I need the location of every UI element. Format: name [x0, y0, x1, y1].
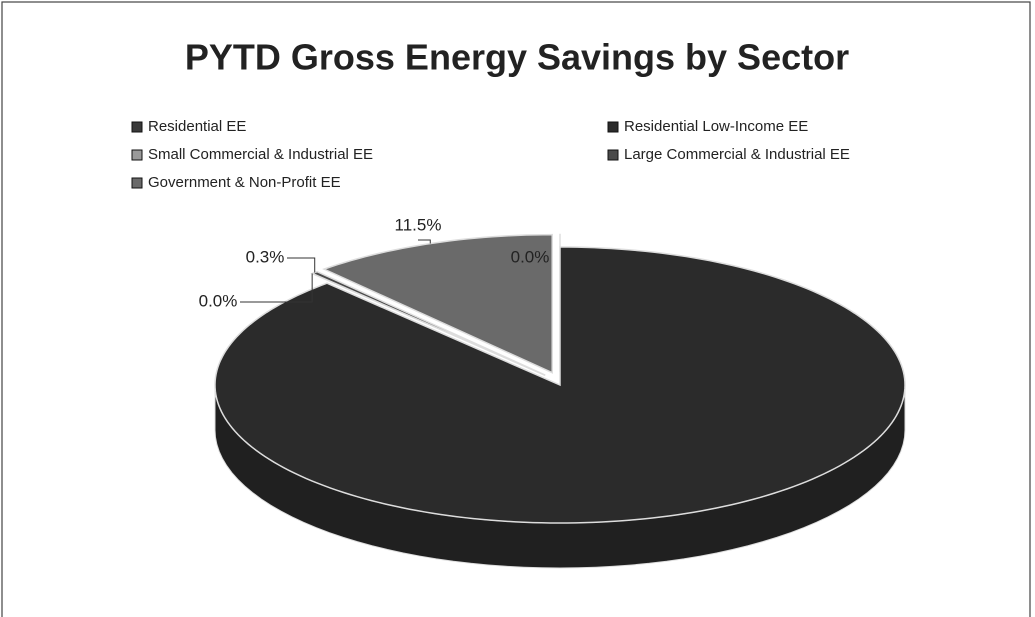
- legend-swatch: [131, 177, 143, 189]
- data-label: 0.0%: [199, 291, 238, 310]
- legend-swatch: [607, 149, 619, 161]
- leader-line: [287, 257, 316, 273]
- data-label: 0.0%: [511, 247, 550, 266]
- legend-label: Residential EE: [148, 118, 246, 135]
- legend-label: Residential Low-Income EE: [624, 118, 808, 135]
- legend-label: Small Commercial & Industrial EE: [148, 146, 373, 163]
- legend-swatch: [607, 121, 619, 133]
- legend-label: Government & Non-Profit EE: [148, 174, 341, 191]
- chart-title: PYTD Gross Energy Savings by Sector: [185, 37, 849, 78]
- legend-label: Large Commercial & Industrial EE: [624, 146, 850, 163]
- leader-line: [418, 239, 431, 244]
- pie-slice: [214, 246, 906, 524]
- leader-line: [240, 273, 313, 303]
- data-label: 11.5%: [395, 215, 442, 234]
- legend-swatch: [131, 149, 143, 161]
- pie-slice: [322, 233, 553, 374]
- data-label: 0.3%: [246, 247, 285, 266]
- legend-swatch: [131, 121, 143, 133]
